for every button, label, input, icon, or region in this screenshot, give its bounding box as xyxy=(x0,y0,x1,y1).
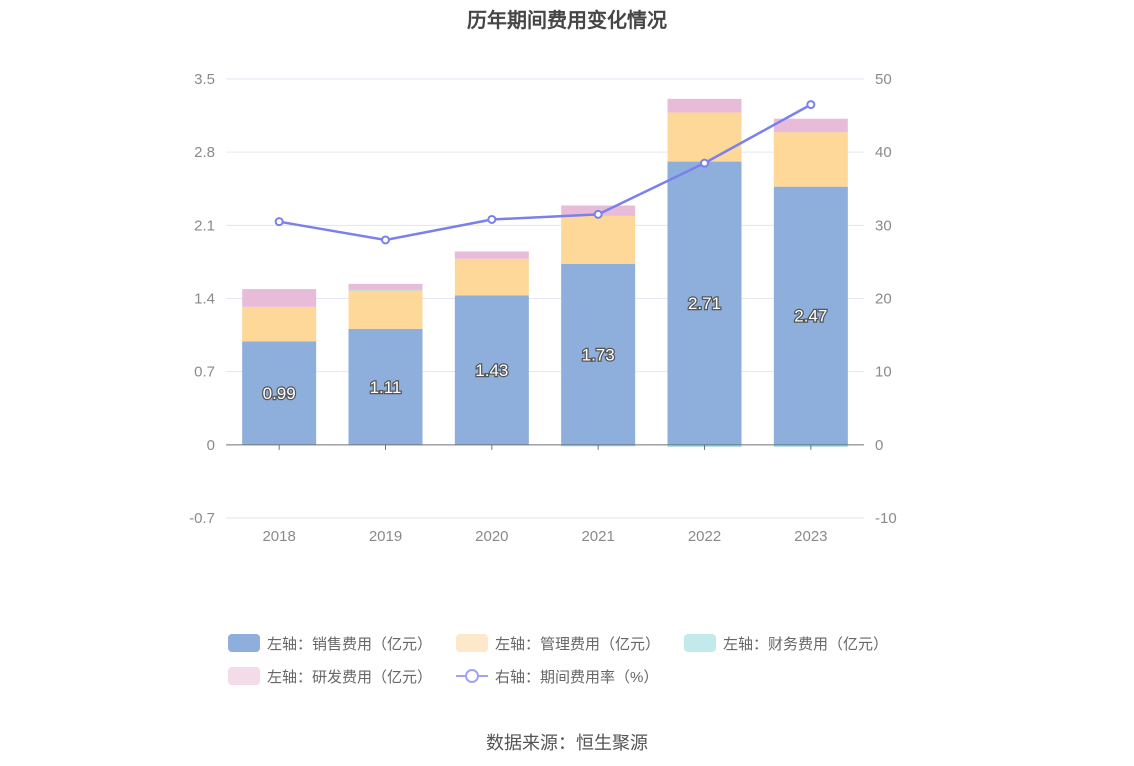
data-source: 数据来源：恒生聚源 xyxy=(486,733,648,753)
line-rate xyxy=(278,103,812,242)
legend-item-finance[interactable]: 左轴：财务费用（亿元） xyxy=(684,633,888,654)
legend-label-rnd: 左轴：研发费用（亿元） xyxy=(267,668,433,686)
bar-series3-2022 xyxy=(667,98,742,113)
legend-row-1: 左轴：销售费用（亿元） 左轴：管理费用（亿元） 左轴：财务费用（亿元） xyxy=(228,632,928,654)
legend-swatch-finance xyxy=(684,634,717,652)
right-axis-tick-label: 10 xyxy=(875,364,892,381)
bar-series1-2018 xyxy=(242,306,317,342)
x-axis-tick-label: 2018 xyxy=(262,528,295,545)
line-point-2020 xyxy=(487,214,497,224)
left-axis-tick-label: 0 xyxy=(207,437,215,454)
legend-swatch-admin xyxy=(456,634,489,652)
legend-label-rate: 右轴：期间费用率（%） xyxy=(495,668,659,686)
bar-series1-2021 xyxy=(561,215,636,265)
bar-series0-2019 xyxy=(348,328,423,445)
bar-series3-2023 xyxy=(773,118,848,133)
bar-data-label: 2.71 xyxy=(688,294,721,313)
right-axis-tick-label: 20 xyxy=(875,291,892,308)
legend-swatch-rnd xyxy=(228,667,260,685)
legend-label-sales: 左轴：销售费用（亿元） xyxy=(267,635,433,653)
bar-series0-2022 xyxy=(667,161,742,445)
x-axis-tick-label: 2019 xyxy=(369,528,402,545)
bar-series3-2019 xyxy=(348,283,423,290)
right-axis-tick-label: 50 xyxy=(875,71,892,88)
legend-item-admin[interactable]: 左轴：管理费用（亿元） xyxy=(456,633,660,654)
bar-series1-2022 xyxy=(667,112,742,162)
bar-data-label: 1.43 xyxy=(475,361,508,380)
line-point-2022 xyxy=(700,158,709,168)
chart-title: 历年期间费用变化情况 xyxy=(467,10,667,32)
legend-label-admin: 左轴：管理费用（亿元） xyxy=(495,635,661,653)
bar-series0-2018 xyxy=(242,341,317,445)
legend-item-sales[interactable]: 左轴：销售费用（亿元） xyxy=(228,633,432,654)
left-axis-tick-label: 0.7 xyxy=(194,364,215,381)
right-axis-tick-label: -10 xyxy=(875,510,897,527)
line-point-2023 xyxy=(806,100,816,110)
left-axis-tick-label: -0.7 xyxy=(189,510,215,527)
legend: 左轴：销售费用（亿元） 左轴：管理费用（亿元） 左轴：财务费用（亿元） 左轴：研… xyxy=(228,632,928,698)
line-point-2021 xyxy=(593,209,603,219)
legend-row-2: 左轴：研发费用（亿元） 右轴：期间费用率（%） xyxy=(228,665,928,687)
legend-item-rnd[interactable]: 左轴：研发费用（亿元） xyxy=(228,666,432,687)
legend-line-rate-icon xyxy=(456,667,489,685)
bar-series3-2020 xyxy=(454,251,529,259)
bar-series1-2023 xyxy=(773,132,848,187)
line-point-2019 xyxy=(381,235,390,245)
legend-swatch-sales xyxy=(228,634,260,652)
bar-data-label: 1.73 xyxy=(582,345,615,364)
right-axis-tick-label: 40 xyxy=(875,144,892,161)
bar-series3-2018 xyxy=(242,289,317,307)
bar-series0-2020 xyxy=(454,295,529,445)
bar-data-label: 2.47 xyxy=(794,307,827,326)
x-axis-tick-label: 2020 xyxy=(475,528,508,545)
left-axis-tick-label: 2.1 xyxy=(194,217,215,234)
legend-label-finance: 左轴：财务费用（亿元） xyxy=(723,635,889,653)
line-point-2018 xyxy=(274,217,284,227)
left-axis-tick-label: 1.4 xyxy=(194,291,215,308)
bar-series0-2023 xyxy=(773,186,848,445)
bar-data-label: 1.11 xyxy=(370,378,402,397)
x-axis-tick-label: 2022 xyxy=(688,528,721,545)
bar-series2-2019 xyxy=(348,289,423,291)
right-axis-tick-label: 30 xyxy=(875,217,892,234)
x-axis-tick-label: 2021 xyxy=(581,528,614,545)
left-axis-tick-label: 2.8 xyxy=(194,144,215,161)
bar-data-label: 0.99 xyxy=(263,384,296,403)
right-axis-tick-label: 0 xyxy=(875,437,883,454)
x-axis-tick-label: 2023 xyxy=(794,528,827,545)
bar-series1-2020 xyxy=(454,258,529,296)
left-axis-tick-label: 3.5 xyxy=(194,71,215,88)
bar-series1-2019 xyxy=(348,290,423,329)
legend-item-rate[interactable]: 右轴：期间费用率（%） xyxy=(456,666,658,687)
bar-series0-2021 xyxy=(561,264,636,445)
